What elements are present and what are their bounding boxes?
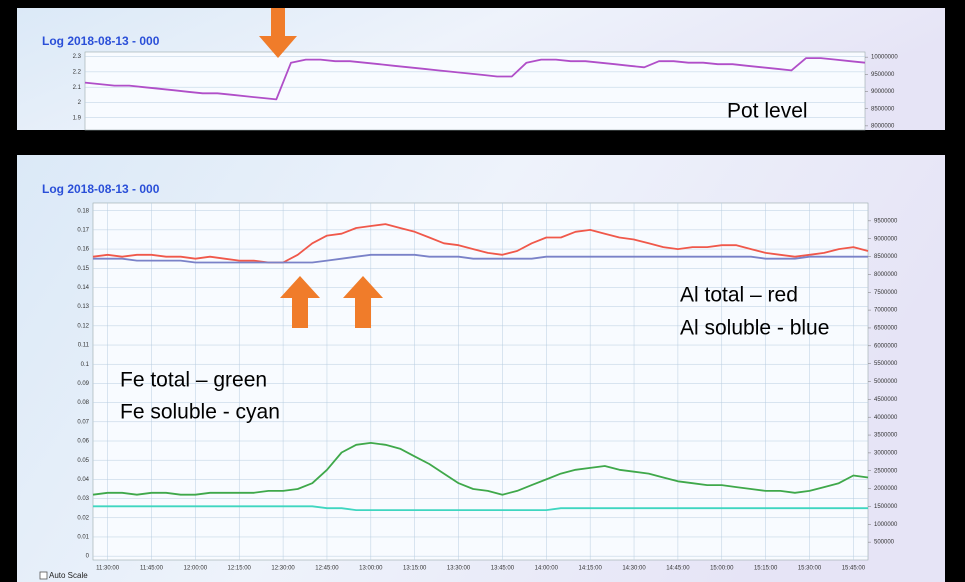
y2-tick-label: 10000000 <box>871 55 898 61</box>
y-tick-label: 0.09 <box>77 381 89 387</box>
y-tick-label: 2 <box>78 100 82 106</box>
y2-tick-label: 7000000 <box>874 308 898 314</box>
y2-tick-label: 6000000 <box>874 343 898 349</box>
y2-tick-label: 4000000 <box>874 415 898 421</box>
x-tick-label: 12:45:00 <box>315 566 339 572</box>
y2-tick-label: 9500000 <box>874 218 898 224</box>
arrow <box>343 276 383 328</box>
y-tick-label: 2.2 <box>73 69 82 75</box>
y-tick-label: 0.04 <box>77 477 89 483</box>
y-tick-label: 0.17 <box>77 227 89 233</box>
x-tick-label: 15:15:00 <box>754 566 778 572</box>
y-tick-label: 2.1 <box>73 85 82 91</box>
charts: 2.32.22.121.9100000009500000900000085000… <box>73 54 899 571</box>
x-tick-label: 14:45:00 <box>666 566 690 572</box>
y2-tick-label: 9500000 <box>871 72 895 78</box>
y-tick-label: 0.05 <box>77 458 89 464</box>
x-tick-label: 13:45:00 <box>491 566 515 572</box>
data-line <box>93 253 868 264</box>
y-tick-label: 0.1 <box>81 362 90 368</box>
data-line <box>92 223 869 264</box>
x-tick-label: 15:00:00 <box>710 566 734 572</box>
y2-tick-label: 9000000 <box>871 89 895 95</box>
y2-tick-label: 500000 <box>874 540 895 546</box>
y2-tick-label: 5000000 <box>874 379 898 385</box>
y-tick-label: 0.06 <box>77 439 89 445</box>
y-tick-label: 0.11 <box>78 343 90 349</box>
arrows <box>259 8 383 328</box>
y2-tick-label: 6500000 <box>874 326 898 332</box>
y-tick-label: 0.07 <box>77 419 89 425</box>
x-tick-label: 15:30:00 <box>798 566 822 572</box>
x-tick-label: 14:15:00 <box>578 566 602 572</box>
y2-tick-label: 2000000 <box>874 486 898 492</box>
y2-tick-label: 3500000 <box>874 433 898 439</box>
annotation: Al soluble - blue <box>680 317 829 340</box>
arrow <box>280 276 320 328</box>
y2-tick-label: 8000000 <box>871 123 895 129</box>
y-tick-label: 0.18 <box>77 208 89 214</box>
y2-tick-label: 5500000 <box>874 361 898 367</box>
checkbox-label[interactable]: Auto Scale <box>49 571 88 580</box>
x-tick-label: 13:15:00 <box>403 566 427 572</box>
x-tick-label: 12:15:00 <box>228 566 252 572</box>
y-tick-label: 1.9 <box>73 115 82 121</box>
y-tick-label: 0.08 <box>77 400 89 406</box>
data-line <box>92 442 869 496</box>
y-tick-label: 0 <box>86 554 90 560</box>
y2-tick-label: 8500000 <box>874 254 898 260</box>
x-tick-label: 12:00:00 <box>184 566 208 572</box>
y2-tick-label: 1500000 <box>874 504 898 510</box>
y-tick-label: 0.02 <box>77 515 89 521</box>
x-tick-label: 11:30:00 <box>96 566 120 572</box>
y-tick-label: 0.16 <box>77 247 89 253</box>
y-tick-label: 0.01 <box>77 535 89 541</box>
y-tick-label: 0.13 <box>77 304 89 310</box>
annotation: Fe soluble - cyan <box>120 401 280 424</box>
x-tick-label: 13:00:00 <box>359 566 383 572</box>
x-tick-label: 14:00:00 <box>535 566 559 572</box>
arrow <box>259 8 297 58</box>
data-line <box>84 57 866 101</box>
x-tick-label: 12:30:00 <box>271 566 295 572</box>
x-tick-label: 11:45:00 <box>140 566 164 572</box>
annotation: Pot level <box>727 100 808 123</box>
data-line <box>93 505 868 511</box>
x-tick-label: 15:45:00 <box>842 566 866 572</box>
y-tick-label: 2.3 <box>73 54 82 60</box>
y2-tick-label: 1000000 <box>874 522 898 528</box>
x-tick-label: 13:30:00 <box>447 566 471 572</box>
y2-tick-label: 3000000 <box>874 450 898 456</box>
y2-tick-label: 2500000 <box>874 468 898 474</box>
y2-tick-label: 7500000 <box>874 290 898 296</box>
y2-tick-label: 8500000 <box>871 106 895 112</box>
y2-tick-label: 4500000 <box>874 397 898 403</box>
chart-title: Log 2018-08-13 - 000 <box>42 34 160 48</box>
y-tick-label: 0.14 <box>77 285 89 291</box>
y-tick-label: 0.12 <box>77 323 89 329</box>
y2-tick-label: 8000000 <box>874 272 898 278</box>
y-tick-label: 0.03 <box>77 496 89 502</box>
annotation: Fe total – green <box>120 369 267 392</box>
y2-tick-label: 9000000 <box>874 236 898 242</box>
chart-title: Log 2018-08-13 - 000 <box>42 182 160 196</box>
annotation: Al total – red <box>680 284 798 307</box>
y-tick-label: 0.15 <box>77 266 89 272</box>
x-tick-label: 14:30:00 <box>622 566 646 572</box>
checkbox[interactable] <box>39 571 48 580</box>
